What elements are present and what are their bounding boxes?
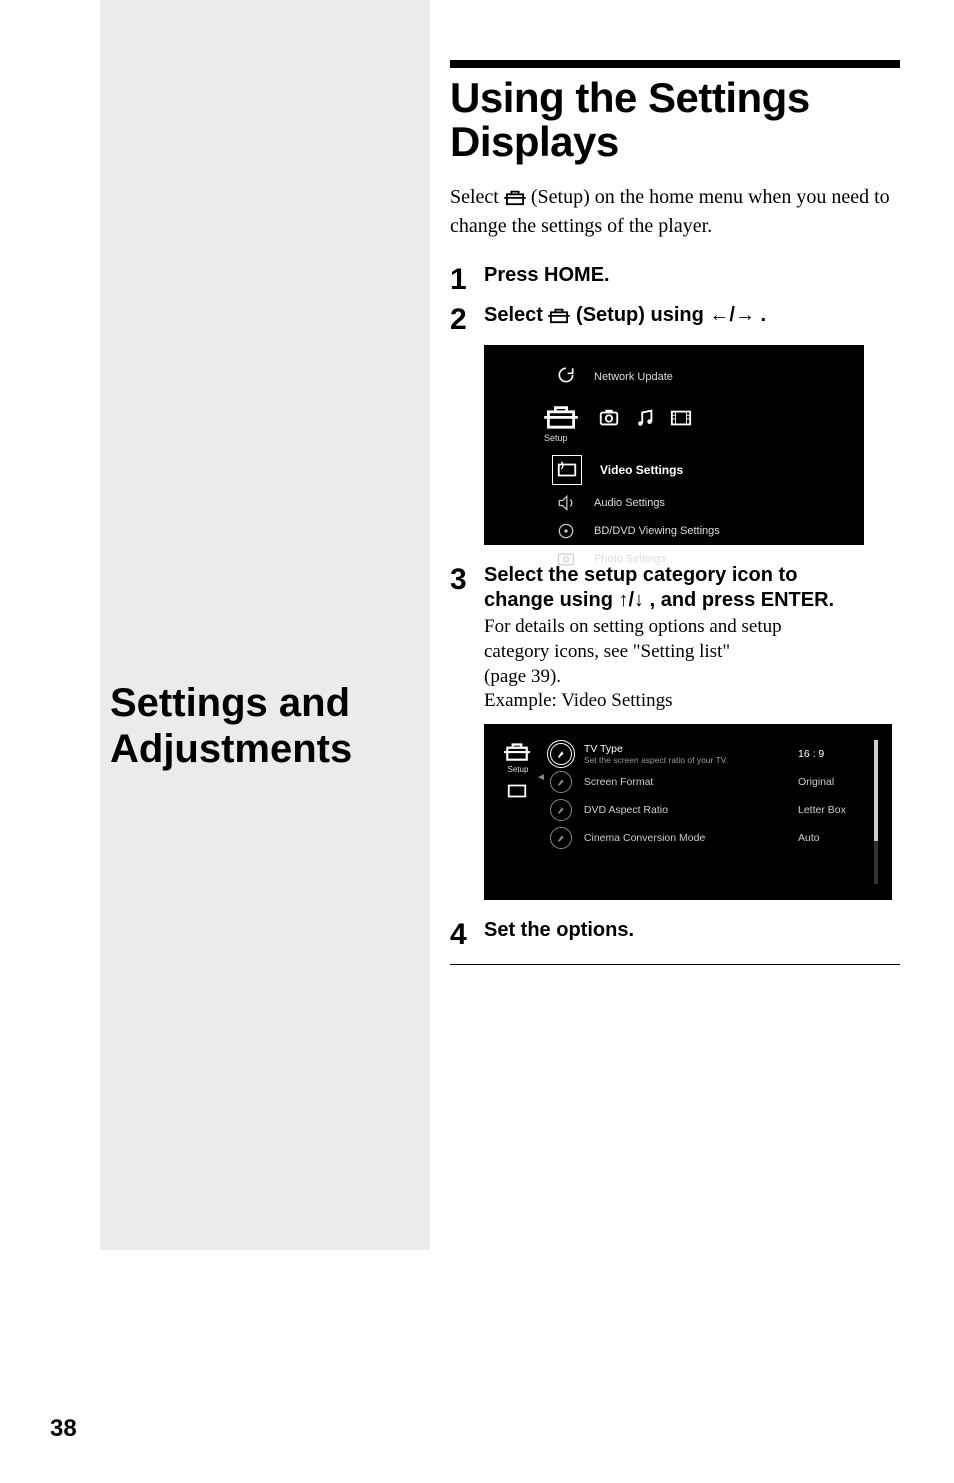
- step2-mid: (Setup) using: [576, 304, 709, 326]
- setting-value: Auto: [798, 832, 868, 844]
- menu-item-label: Video Settings: [600, 463, 683, 477]
- toolbox-icon: [504, 740, 530, 762]
- step-number: 2: [450, 303, 484, 335]
- section-title: Settings and Adjustments: [110, 680, 420, 772]
- breadcrumb-arrow-icon: ◄: [536, 740, 546, 783]
- intro-pre: Select: [450, 186, 504, 208]
- menu-item-label: BD/DVD Viewing Settings: [594, 525, 720, 537]
- setting-label: DVD Aspect Ratio: [584, 804, 786, 816]
- category-icons-row: [598, 407, 692, 429]
- section-title-line2: Adjustments: [110, 727, 352, 771]
- expl-line: Example: Video Settings: [484, 690, 673, 711]
- page-number: 38: [50, 1415, 77, 1443]
- setup-label: Setup: [504, 765, 532, 774]
- expl-line: For details on setting options and setup: [484, 616, 782, 637]
- photo-settings-icon: [556, 549, 576, 569]
- refresh-icon: [556, 365, 576, 388]
- menu-item-label: Photo Settings: [594, 553, 666, 565]
- video-settings-icon: [556, 459, 578, 481]
- sidebar-band: Settings and Adjustments: [100, 0, 430, 1250]
- intro-paragraph: Select (Setup) on the home menu when you…: [450, 184, 900, 239]
- photo-icon: [598, 407, 620, 429]
- step-explanation: For details on setting options and setup…: [484, 615, 900, 714]
- bd-dvd-settings-icon: [556, 521, 576, 541]
- wrench-icon: [550, 827, 572, 849]
- section-title-line1: Settings and: [110, 681, 350, 725]
- setting-value: Letter Box: [798, 804, 868, 816]
- video-settings-icon: [504, 780, 530, 802]
- audio-settings-icon: [556, 493, 576, 513]
- step-4: 4 Set the options.: [450, 918, 900, 950]
- screenshot-video-settings: Setup ◄ TV Type Set the screen aspect ra…: [484, 724, 892, 900]
- setup-caption: Setup: [544, 433, 844, 443]
- selected-item-box: [552, 455, 582, 485]
- screenshot-setup-menu: Network Update Setup: [484, 345, 864, 545]
- step-title: Select (Setup) using ←/→ .: [484, 303, 900, 331]
- step-number: 4: [450, 918, 484, 950]
- step3-line2-post: , and press ENTER.: [650, 589, 835, 611]
- setting-label: Screen Format: [584, 776, 786, 788]
- wrench-icon: [550, 799, 572, 821]
- step-2: 2 Select (Setup) using ←/→ .: [450, 303, 900, 335]
- toolbox-icon: [544, 402, 578, 433]
- setting-label: TV Type Set the screen aspect ratio of y…: [584, 743, 786, 765]
- music-icon: [634, 407, 656, 429]
- step2-post: .: [761, 304, 767, 326]
- toolbox-icon: [504, 187, 526, 213]
- setting-sublabel: Set the screen aspect ratio of your TV.: [584, 755, 786, 765]
- step3-line2-pre: change using: [484, 589, 618, 611]
- toolbox-icon: [548, 306, 570, 331]
- setting-value: 16 : 9: [798, 748, 868, 760]
- wrench-icon: [550, 743, 572, 765]
- step-number: 1: [450, 263, 484, 295]
- step-title: Set the options.: [484, 918, 900, 943]
- setting-label: Cinema Conversion Mode: [584, 832, 786, 844]
- arrow-right-icon: →: [735, 303, 755, 328]
- step2-pre: Select: [484, 304, 548, 326]
- step-number: 3: [450, 563, 484, 595]
- video-icon: [670, 407, 692, 429]
- scrollbar: [874, 740, 878, 884]
- scrollbar-thumb: [874, 740, 878, 841]
- step-1: 1 Press HOME.: [450, 263, 900, 295]
- arrow-left-icon: ←: [709, 303, 729, 328]
- expl-line: (page 39).: [484, 666, 561, 687]
- step-title: Press HOME.: [484, 263, 900, 288]
- arrow-down-icon: ↓: [634, 588, 644, 613]
- main-column: Using the Settings Displays Select (Setu…: [450, 60, 900, 965]
- setting-label-text: TV Type: [584, 743, 623, 755]
- heading-rule: [450, 60, 900, 68]
- arrow-up-icon: ↑: [618, 588, 628, 613]
- menu-item-label: Audio Settings: [594, 497, 665, 509]
- menu-item-label: Network Update: [594, 371, 673, 383]
- page-title: Using the Settings Displays: [450, 76, 900, 164]
- sidebar: Settings and Adjustments 38: [0, 0, 430, 1483]
- wrench-icon: [550, 771, 572, 793]
- bottom-rule: [450, 964, 900, 965]
- expl-line: category icons, see "Setting list": [484, 641, 730, 662]
- setting-value: Original: [798, 776, 868, 788]
